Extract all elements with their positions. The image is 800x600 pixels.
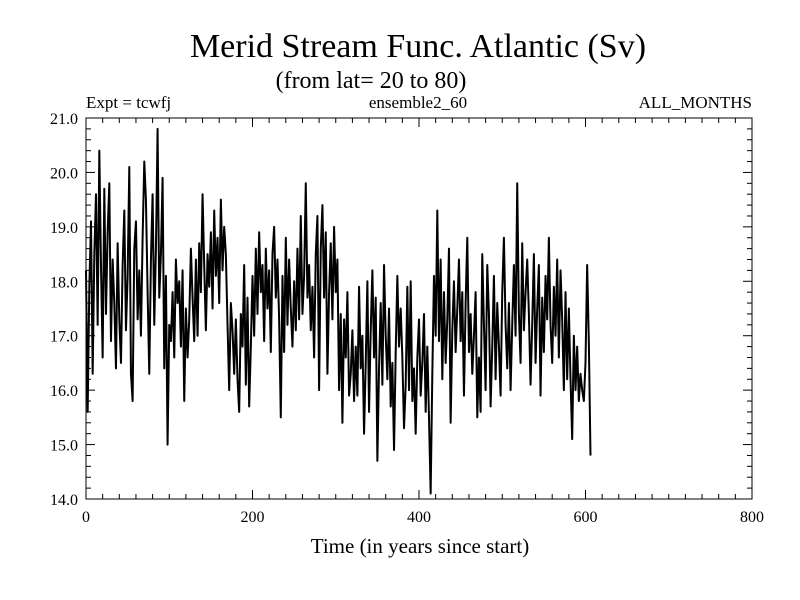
x-tick-label: 800 xyxy=(740,509,764,526)
x-tick-label: 200 xyxy=(241,509,265,526)
chart-title: Merid Stream Func. Atlantic (Sv) xyxy=(190,28,646,65)
chart-subtitle: (from lat= 20 to 80) xyxy=(276,68,467,94)
ensemble-label: ensemble2_60 xyxy=(369,93,467,112)
data-series-line xyxy=(85,127,592,495)
y-tick-label: 21.0 xyxy=(50,111,78,128)
x-tick-label: 600 xyxy=(574,509,598,526)
x-axis-label: Time (in years since start) xyxy=(311,534,530,558)
y-tick-label: 18.0 xyxy=(50,274,78,291)
plot-frame xyxy=(85,117,753,500)
months-label: ALL_MONTHS xyxy=(639,93,752,112)
experiment-label: Expt = tcwfj xyxy=(86,93,171,112)
axis-ticks xyxy=(85,117,753,500)
x-tick-label: 400 xyxy=(407,509,431,526)
y-tick-label: 19.0 xyxy=(50,220,78,237)
y-tick-label: 20.0 xyxy=(50,165,78,182)
axis-tick-labels: 0 200 400 600 800 14.0 15.0 16.0 17.0 18.0 19.0 20.… xyxy=(50,111,764,526)
y-tick-label: 14.0 xyxy=(50,492,78,509)
y-tick-label: 17.0 xyxy=(50,329,78,346)
x-tick-label: 0 xyxy=(82,509,90,526)
y-tick-label: 15.0 xyxy=(50,438,78,455)
y-tick-label: 16.0 xyxy=(50,383,78,400)
